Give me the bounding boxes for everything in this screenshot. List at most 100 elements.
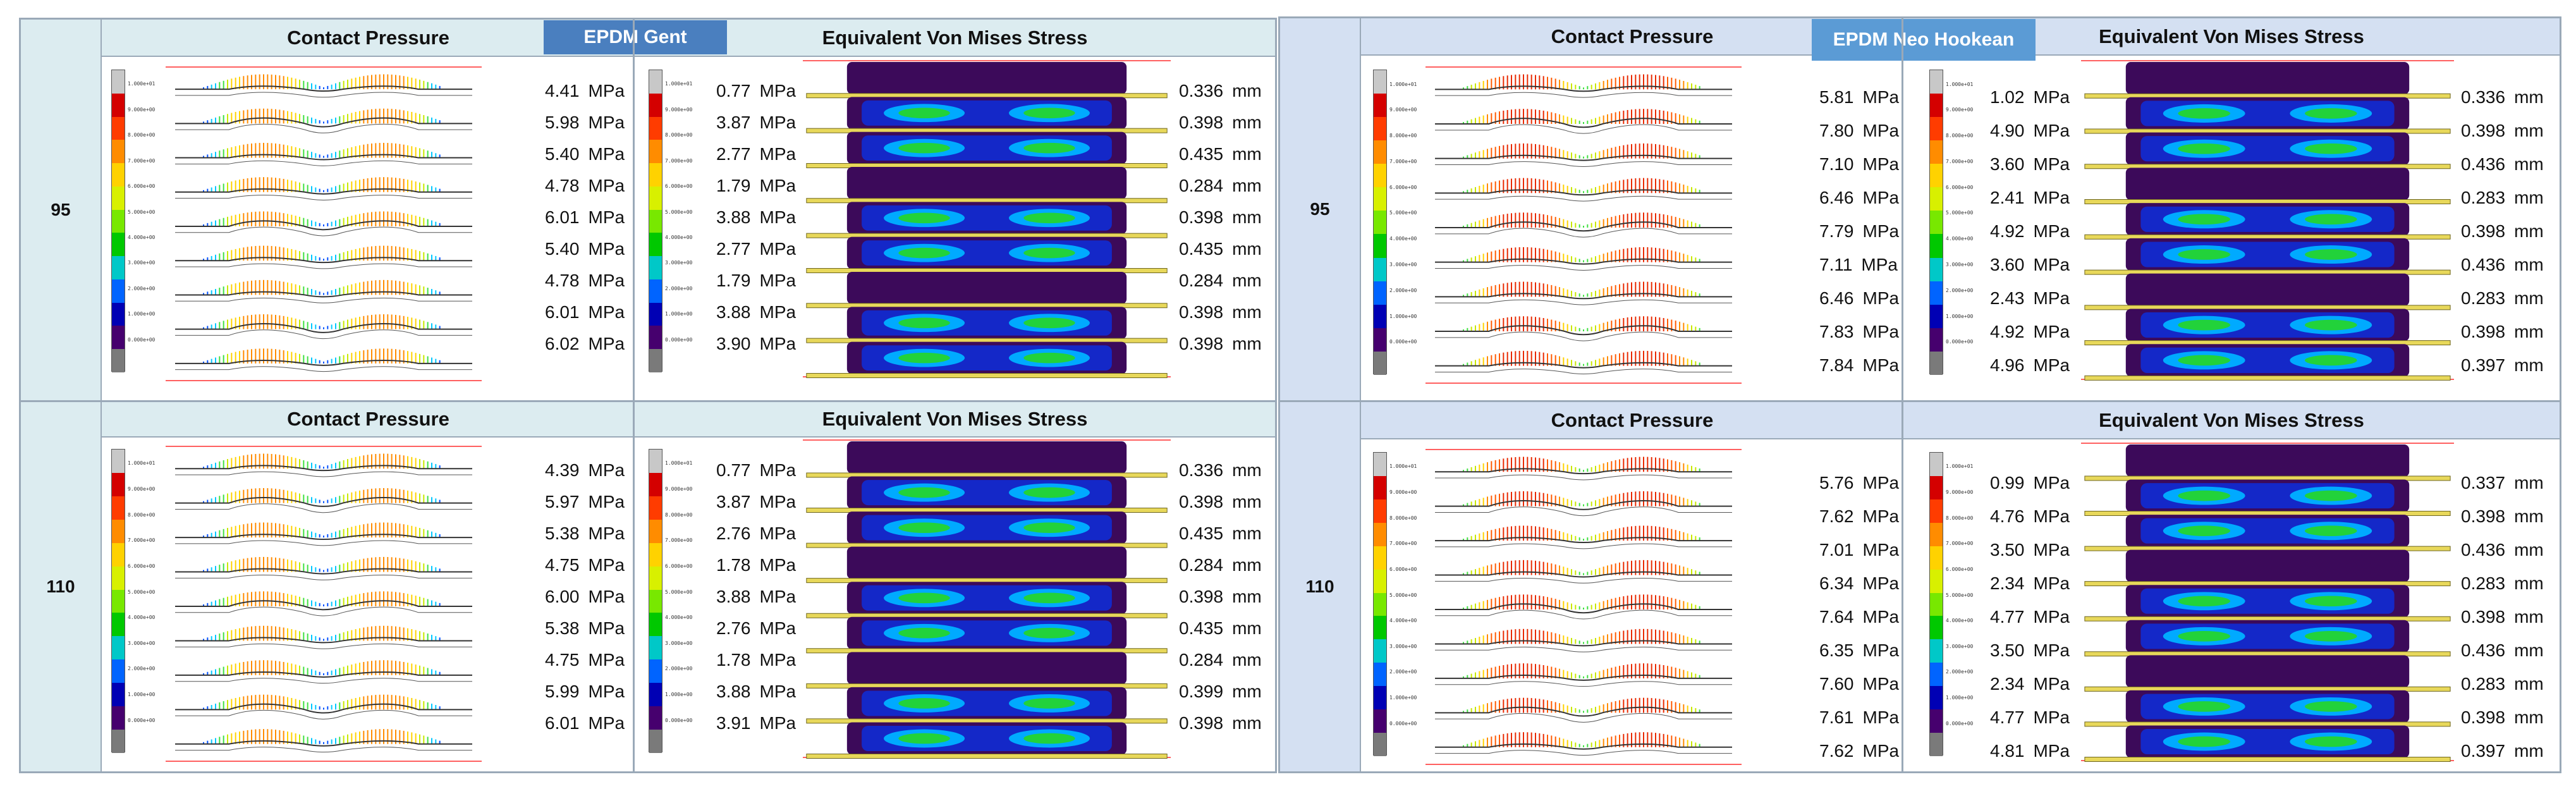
stress-region-green	[2178, 490, 2230, 501]
value-unit: MPa	[588, 555, 625, 575]
legend-swatch	[649, 450, 662, 473]
legend-tick: 4.000e+00	[1389, 236, 1417, 242]
neo-1-disp-value-0: 0.337 mm	[2461, 473, 2544, 493]
value-unit: MPa	[759, 618, 797, 638]
value-number: 7.10	[1819, 154, 1854, 174]
value-unit: mm	[1232, 555, 1262, 575]
value-unit: mm	[2514, 573, 2544, 593]
value-unit: mm	[2514, 121, 2544, 140]
legend-swatch	[112, 70, 125, 94]
gent-1-cp-value-5: 5.38 MPa	[545, 618, 625, 639]
legend-swatch	[649, 70, 662, 94]
value-unit: MPa	[588, 460, 625, 480]
value-number: 4.76	[1990, 506, 2025, 526]
stress-layer-base	[2125, 168, 2410, 200]
value-number: 6.35	[1819, 640, 1854, 660]
steel-plate	[806, 303, 1168, 309]
value-number: 5.40	[545, 144, 580, 164]
legend-tick: 8.000e+00	[128, 132, 156, 138]
value-unit: MPa	[759, 682, 797, 701]
value-unit: MPa	[759, 587, 797, 606]
value-unit: mm	[1232, 587, 1262, 606]
gent-1-cp-value-8: 6.01 MPa	[545, 713, 625, 733]
legend-swatch	[1374, 234, 1386, 258]
value-number: 7.83	[1819, 322, 1854, 341]
value-unit: mm	[1232, 460, 1262, 480]
value-unit: mm	[2514, 355, 2544, 375]
neo-1-cp-value-1: 7.62 MPa	[1819, 506, 1899, 527]
value-number: 0.398	[2461, 506, 2506, 526]
value-number: 2.34	[1990, 674, 2025, 694]
neo-0-disp-value-3: 0.283 mm	[2461, 188, 2544, 208]
neo-110-cp-header: Contact Pressure	[1361, 402, 1903, 439]
value-number: 0.283	[2461, 288, 2506, 308]
value-number: 6.34	[1819, 573, 1854, 593]
value-unit: mm	[2514, 506, 2544, 526]
value-unit: MPa	[2033, 255, 2070, 274]
seal-profile	[175, 600, 472, 611]
legend-swatch	[112, 233, 125, 257]
stress-region-green	[1023, 487, 1075, 498]
legend-swatch	[649, 496, 662, 520]
steel-plate	[806, 162, 1168, 168]
gent-1-vm-value-2: 2.76 MPa	[716, 524, 796, 544]
value-number: 0.398	[2461, 707, 2506, 727]
neo-110-cp-title: Contact Pressure	[1551, 408, 1714, 431]
seal-profile	[175, 465, 472, 472]
gent-0-cp-value-1: 5.98 MPa	[545, 113, 625, 133]
legend-swatch	[1374, 281, 1386, 305]
legend-tick: 7.000e+00	[128, 537, 156, 544]
steel-plate	[2084, 199, 2451, 205]
value-unit: MPa	[588, 524, 625, 543]
value-number: 3.50	[1990, 540, 2025, 560]
neo-1-vm-figure	[2081, 441, 2454, 763]
steel-plate	[806, 267, 1168, 273]
value-unit: MPa	[2033, 188, 2070, 207]
neo-0-cp-value-6: 6.46 MPa	[1819, 288, 1899, 309]
gent-1-disp-value-7: 0.399 mm	[1179, 682, 1262, 702]
seal-profile-lower	[175, 643, 472, 649]
stress-layer-base	[2125, 62, 2410, 95]
legend-tick: 4.000e+00	[665, 615, 693, 621]
value-number: 0.436	[2461, 540, 2506, 560]
neo-1-cp-value-3: 6.34 MPa	[1819, 573, 1899, 594]
neo-1-vm-legend	[1929, 452, 1943, 756]
value-unit: MPa	[2033, 506, 2070, 526]
stress-region-green	[898, 317, 950, 329]
gent-1-cp-value-1: 5.97 MPa	[545, 492, 625, 512]
legend-tick: 1.000e+01	[665, 460, 693, 467]
seal-profile	[1435, 468, 1732, 475]
legend-swatch	[1374, 522, 1386, 546]
value-unit: MPa	[759, 302, 797, 322]
value-number: 6.01	[545, 207, 580, 227]
value-unit: MPa	[588, 81, 625, 101]
value-number: 4.75	[545, 555, 580, 575]
stress-layer-base	[2125, 549, 2410, 582]
value-number: 0.284	[1179, 176, 1224, 195]
stress-region-green	[2178, 701, 2230, 712]
value-unit: mm	[1232, 81, 1262, 101]
legend-swatch	[1930, 592, 1943, 616]
steel-plate	[806, 753, 1168, 759]
steel-plate	[2084, 269, 2451, 275]
legend-tick: 1.000e+01	[1389, 81, 1417, 87]
value-unit: mm	[1232, 713, 1262, 733]
gent-95-vm-header: Equivalent Von Mises Stress	[635, 20, 1275, 57]
legend-swatch	[1930, 328, 1943, 352]
legend-swatch	[1930, 475, 1943, 499]
steel-plate	[806, 198, 1168, 204]
stress-layer-base	[846, 652, 1127, 685]
gent-0-cp-value-0: 4.41 MPa	[545, 81, 625, 101]
neo-0-disp-value-0: 0.336 mm	[2461, 87, 2544, 107]
neo-0-vm-legend	[1929, 70, 1943, 375]
neo-110-vm-title: Equivalent Von Mises Stress	[2099, 408, 2364, 431]
legend-swatch	[649, 472, 662, 496]
seal-profile	[175, 322, 472, 333]
steel-plate	[2084, 721, 2451, 727]
value-unit: mm	[2514, 640, 2544, 660]
value-number: 7.01	[1819, 540, 1854, 560]
value-unit: MPa	[2033, 154, 2070, 174]
value-number: 3.60	[1990, 154, 2025, 174]
stress-region-green	[2178, 249, 2230, 260]
gent-1-vm-value-0: 0.77 MPa	[716, 460, 796, 481]
